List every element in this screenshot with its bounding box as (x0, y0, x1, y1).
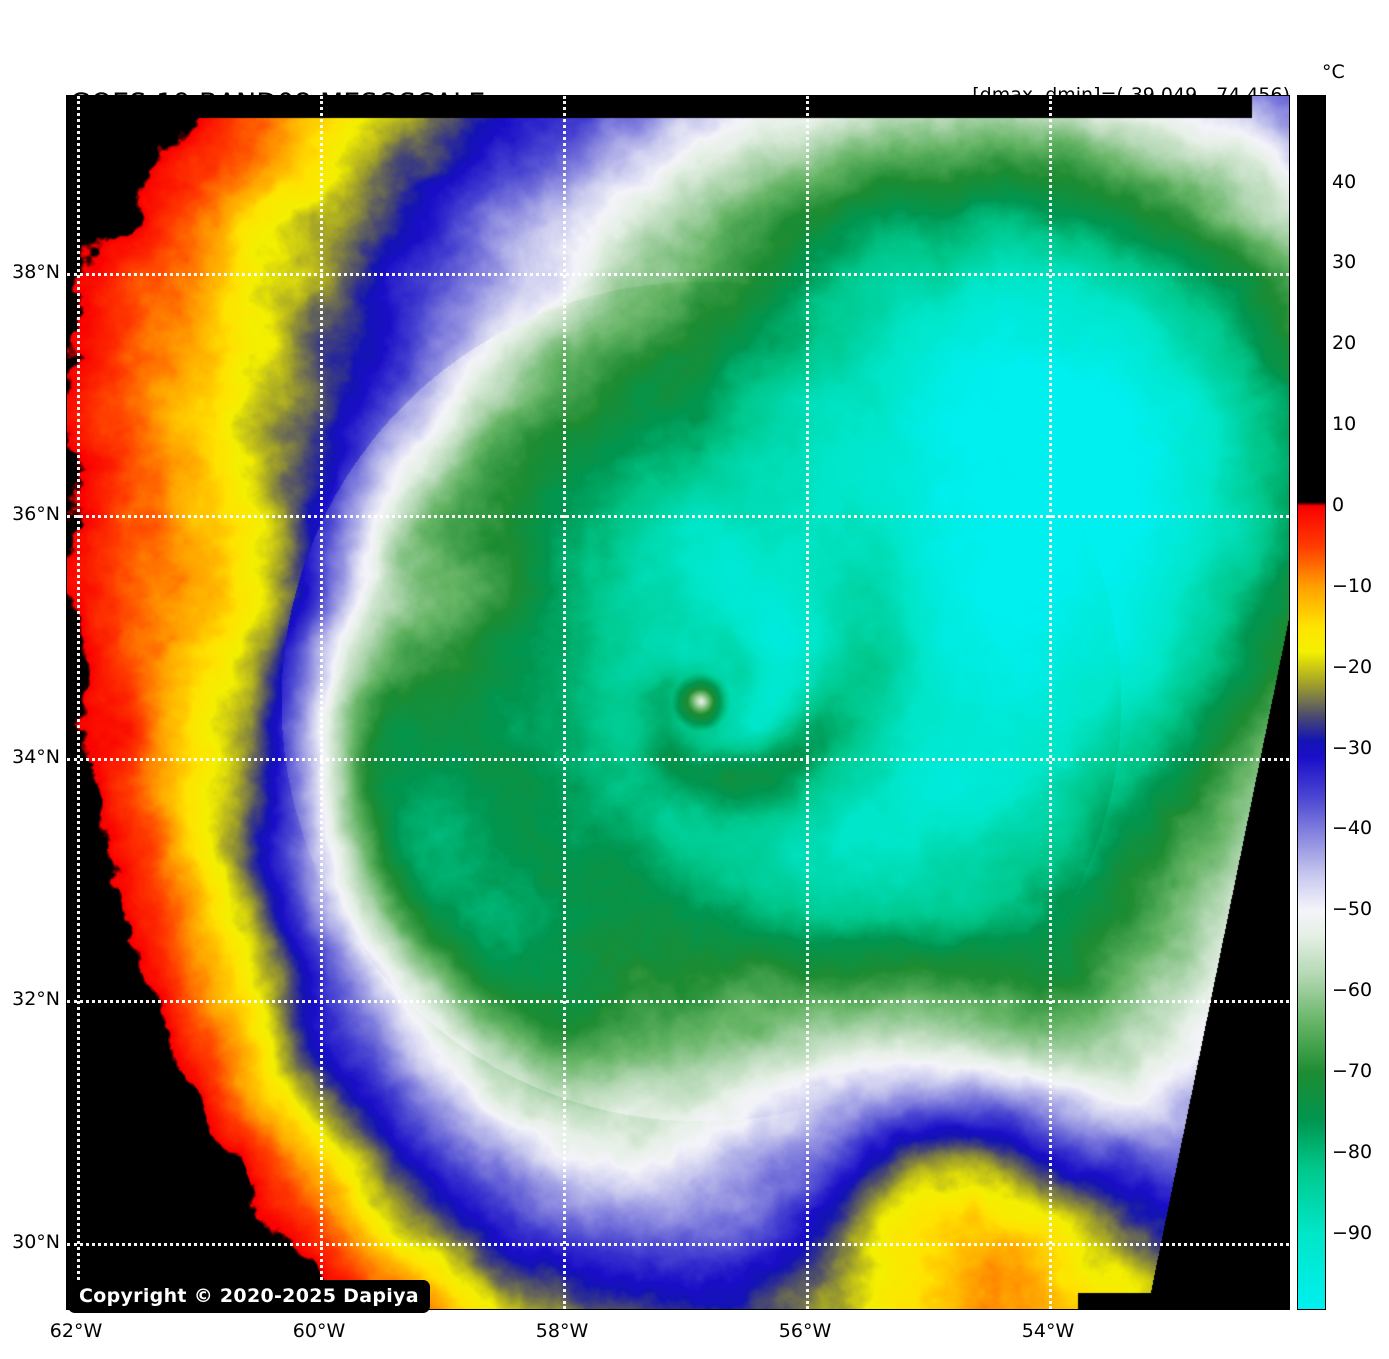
colorbar-tick-label: 20 (1332, 332, 1357, 355)
lat-tick-label: 36°N (12, 503, 60, 526)
colorbar[interactable] (1297, 95, 1326, 1310)
lon-tick-label: 56°W (778, 1320, 832, 1342)
colorbar-tick-label: −10 (1332, 574, 1373, 597)
copyright-badge: Copyright © 2020-2025 Dapiya (68, 1280, 430, 1313)
colorbar-tick-label: −60 (1332, 979, 1373, 1002)
lat-tick-label: 32°N (12, 988, 60, 1011)
colorbar-gradient (1298, 96, 1325, 1309)
colorbar-tick-label: −70 (1332, 1060, 1373, 1083)
colorbar-tick-label: −40 (1332, 817, 1373, 840)
lat-tick-label: 34°N (12, 745, 60, 768)
satellite-imagery-canvas (67, 96, 1289, 1309)
colorbar-tick-label: −20 (1332, 655, 1373, 678)
colorbar-tick-label: 40 (1332, 170, 1357, 193)
lon-tick-label: 62°W (49, 1320, 103, 1342)
satellite-image-panel[interactable] (66, 95, 1290, 1310)
colorbar-tick-label: 30 (1332, 251, 1357, 274)
colorbar-tick-label: 0 (1332, 493, 1345, 516)
lat-tick-label: 38°N (12, 261, 60, 283)
lon-tick-label: 60°W (292, 1320, 346, 1342)
colorbar-tick-label: −80 (1332, 1140, 1373, 1163)
lon-tick-label: 54°W (1021, 1320, 1075, 1342)
colorbar-unit-label: °C (1322, 61, 1345, 83)
colorbar-tick-label: −50 (1332, 898, 1373, 921)
lat-tick-label: 30°N (12, 1230, 60, 1253)
colorbar-tick-label: −90 (1332, 1221, 1373, 1244)
colorbar-tick-label: 10 (1332, 413, 1357, 436)
lon-tick-label: 58°W (535, 1320, 589, 1342)
colorbar-tick-label: −30 (1332, 736, 1373, 759)
